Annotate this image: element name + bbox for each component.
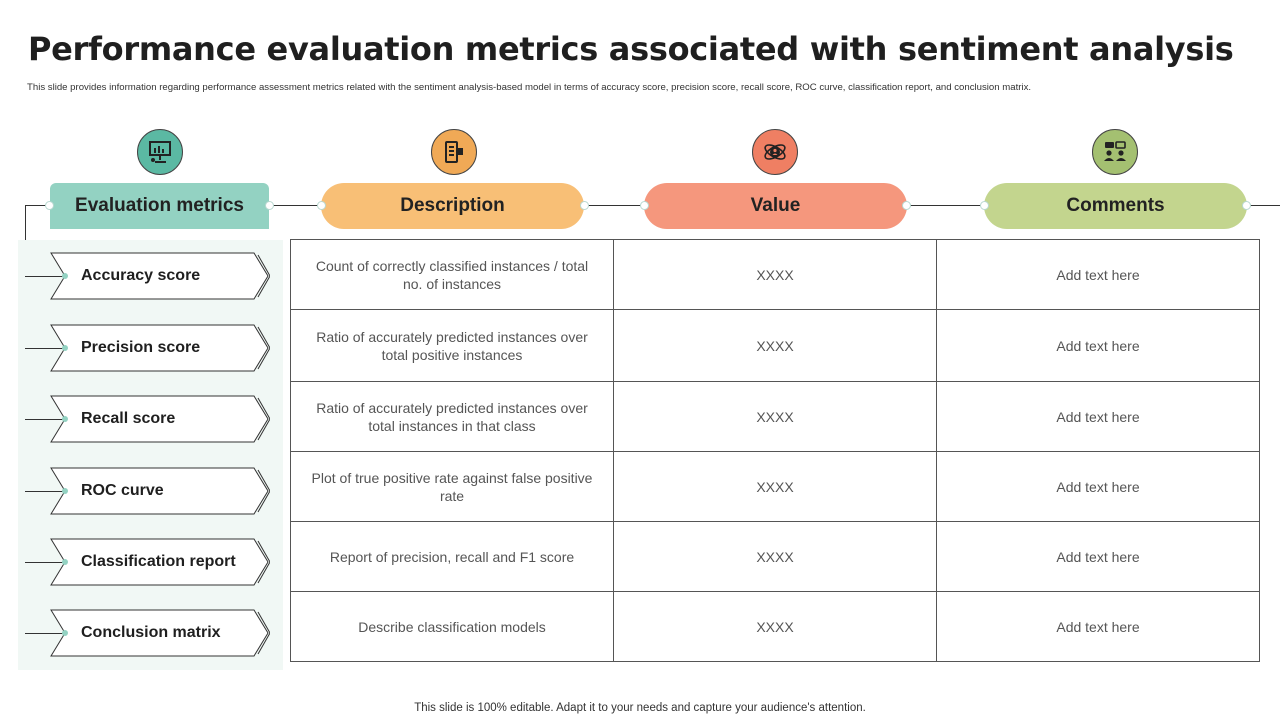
value-cell: XXXX (613, 591, 937, 662)
metric-recall-score: Recall score (50, 395, 270, 443)
metric-branch-line (25, 348, 65, 349)
table-row: Ratio of accurately predicted instances … (290, 381, 1260, 452)
connector-dot (1242, 201, 1251, 210)
metric-label: Classification report (81, 553, 236, 570)
slide-subtitle: This slide provides information regardin… (27, 82, 1032, 93)
metric-precision-score: Precision score (50, 324, 270, 372)
presentation-chart-icon (137, 129, 183, 175)
comment-cell: Add text here (936, 451, 1260, 522)
document-list-icon (431, 129, 477, 175)
description-cell: Report of precision, recall and F1 score (290, 521, 614, 592)
metric-bullet (62, 416, 68, 422)
connector-dot (317, 201, 326, 210)
metric-conclusion-matrix: Conclusion matrix (50, 609, 270, 657)
description-cell: Plot of true positive rate against false… (290, 451, 614, 522)
metric-classification-report: Classification report (50, 538, 270, 586)
comment-cell: Add text here (936, 239, 1260, 310)
header-comments: Comments (984, 183, 1247, 229)
table-row: Ratio of accurately predicted instances … (290, 309, 1260, 382)
metric-branch-line (25, 419, 65, 420)
metric-branch-line (25, 633, 65, 634)
metrics-table: Count of correctly classified instances … (290, 239, 1260, 662)
value-cell: XXXX (613, 309, 937, 382)
metric-accuracy-score: Accuracy score (50, 252, 270, 300)
metric-branch-line (25, 491, 65, 492)
comment-cell: Add text here (936, 381, 1260, 452)
header-label: Value (750, 195, 801, 216)
comment-cell: Add text here (936, 309, 1260, 382)
metric-label: ROC curve (81, 482, 164, 499)
slide-footer: This slide is 100% editable. Adapt it to… (414, 702, 866, 714)
metric-label: Accuracy score (81, 267, 201, 284)
slide-title: Performance evaluation metrics associate… (28, 30, 1234, 68)
header-label: Comments (1066, 195, 1165, 216)
team-discussion-icon (1092, 129, 1138, 175)
connector-dot (265, 201, 274, 210)
metrics-panel (18, 240, 283, 670)
description-cell: Ratio of accurately predicted instances … (290, 309, 614, 382)
value-cell: XXXX (613, 239, 937, 310)
value-cell: XXXX (613, 451, 937, 522)
header-label: Description (400, 195, 505, 216)
connector-dot (902, 201, 911, 210)
connector-dot (580, 201, 589, 210)
table-row: Report of precision, recall and F1 score… (290, 521, 1260, 592)
description-cell: Ratio of accurately predicted instances … (290, 381, 614, 452)
comment-cell: Add text here (936, 521, 1260, 592)
description-cell: Count of correctly classified instances … (290, 239, 614, 310)
metric-label: Recall score (81, 410, 176, 427)
value-cell: XXXX (613, 521, 937, 592)
value-cell: XXXX (613, 381, 937, 452)
table-row: Count of correctly classified instances … (290, 239, 1260, 310)
metric-bullet (62, 273, 68, 279)
atom-user-icon (752, 129, 798, 175)
table-row: Plot of true positive rate against false… (290, 451, 1260, 522)
header-description: Description (321, 183, 584, 229)
metric-label: Conclusion matrix (81, 624, 221, 641)
header-value: Value (644, 183, 907, 229)
metric-bullet (62, 345, 68, 351)
metric-bullet (62, 630, 68, 636)
metric-branch-line (25, 562, 65, 563)
description-cell: Describe classification models (290, 591, 614, 662)
connector-dot (640, 201, 649, 210)
header-label: Evaluation metrics (75, 195, 244, 216)
comment-cell: Add text here (936, 591, 1260, 662)
table-row: Describe classification models XXXX Add … (290, 591, 1260, 662)
metric-bullet (62, 559, 68, 565)
metric-roc-curve: ROC curve (50, 467, 270, 515)
connector-dot (45, 201, 54, 210)
metric-branch-line (25, 276, 65, 277)
connector-dot (980, 201, 989, 210)
metric-bullet (62, 488, 68, 494)
header-evaluation-metrics: Evaluation metrics (50, 183, 269, 229)
metric-label: Precision score (81, 339, 201, 356)
